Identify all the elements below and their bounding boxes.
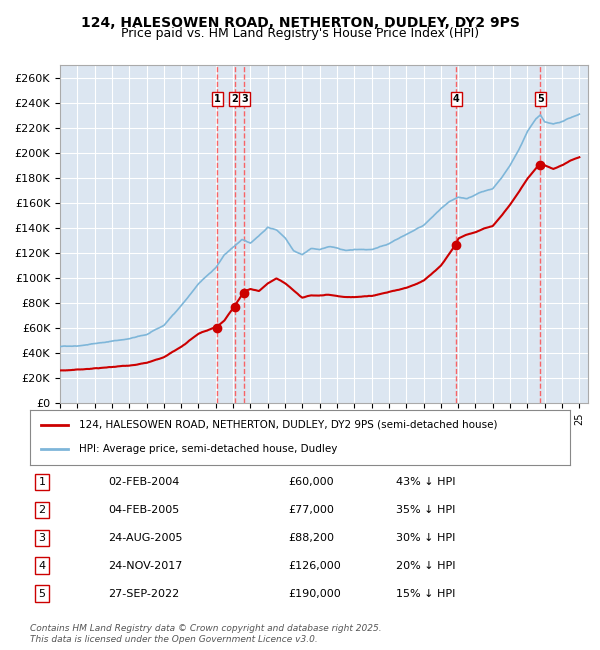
Text: 1: 1 <box>38 477 46 487</box>
Text: 35% ↓ HPI: 35% ↓ HPI <box>396 505 455 515</box>
Text: 1: 1 <box>214 94 221 104</box>
Text: Price paid vs. HM Land Registry's House Price Index (HPI): Price paid vs. HM Land Registry's House … <box>121 27 479 40</box>
Text: 30% ↓ HPI: 30% ↓ HPI <box>396 533 455 543</box>
Text: HPI: Average price, semi-detached house, Dudley: HPI: Average price, semi-detached house,… <box>79 445 337 454</box>
Text: £88,200: £88,200 <box>288 533 334 543</box>
Text: 124, HALESOWEN ROAD, NETHERTON, DUDLEY, DY2 9PS (semi-detached house): 124, HALESOWEN ROAD, NETHERTON, DUDLEY, … <box>79 420 497 430</box>
Text: 2: 2 <box>38 505 46 515</box>
Text: 5: 5 <box>537 94 544 104</box>
Text: 02-FEB-2004: 02-FEB-2004 <box>108 477 179 487</box>
Text: 4: 4 <box>38 561 46 571</box>
Text: 20% ↓ HPI: 20% ↓ HPI <box>396 561 455 571</box>
Text: 3: 3 <box>241 94 248 104</box>
Text: 3: 3 <box>38 533 46 543</box>
Text: 15% ↓ HPI: 15% ↓ HPI <box>396 589 455 599</box>
Text: 27-SEP-2022: 27-SEP-2022 <box>108 589 179 599</box>
Text: £77,000: £77,000 <box>288 505 334 515</box>
Text: 24-NOV-2017: 24-NOV-2017 <box>108 561 182 571</box>
Text: £60,000: £60,000 <box>288 477 334 487</box>
Text: 04-FEB-2005: 04-FEB-2005 <box>108 505 179 515</box>
Text: Contains HM Land Registry data © Crown copyright and database right 2025.
This d: Contains HM Land Registry data © Crown c… <box>30 624 382 644</box>
Text: 2: 2 <box>231 94 238 104</box>
Text: £126,000: £126,000 <box>288 561 341 571</box>
Text: 5: 5 <box>38 589 46 599</box>
Text: 124, HALESOWEN ROAD, NETHERTON, DUDLEY, DY2 9PS: 124, HALESOWEN ROAD, NETHERTON, DUDLEY, … <box>80 16 520 31</box>
Text: 4: 4 <box>453 94 460 104</box>
Text: £190,000: £190,000 <box>288 589 341 599</box>
Text: 43% ↓ HPI: 43% ↓ HPI <box>396 477 455 487</box>
Text: 24-AUG-2005: 24-AUG-2005 <box>108 533 182 543</box>
